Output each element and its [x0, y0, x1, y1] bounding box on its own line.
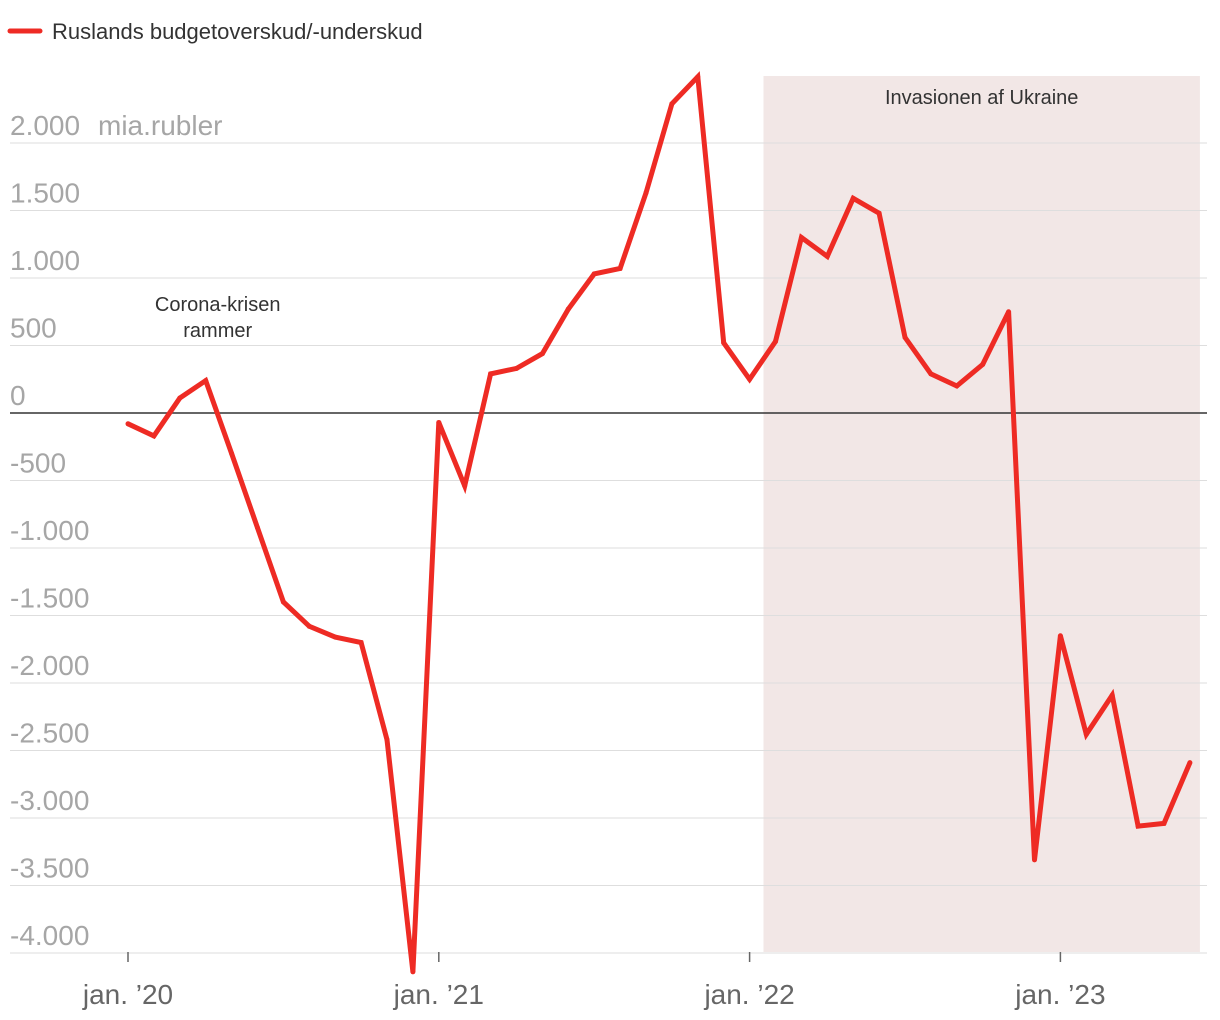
invasion-shaded-region	[763, 76, 1200, 952]
y-tick-label: -4.000	[10, 920, 89, 951]
y-tick-label: -500	[10, 448, 66, 479]
x-tick-label: jan. ’20	[82, 979, 173, 1010]
grid-lines	[10, 142, 1207, 954]
legend-label: Ruslands budgetoverskud/-underskud	[52, 19, 423, 44]
y-tick-label: -3.000	[10, 785, 89, 816]
corona-annotation-line-1: Corona-krisen	[155, 294, 281, 316]
y-tick-label: -1.500	[10, 583, 89, 614]
corona-annotation-line-2: rammer	[183, 320, 252, 342]
x-tick-label: jan. ’21	[393, 979, 484, 1010]
invasion-label: Invasionen af Ukraine	[885, 87, 1078, 109]
y-tick-label: 1.000	[10, 245, 80, 276]
y-tick-label: -2.500	[10, 718, 89, 749]
x-axis-ticks: jan. ’20 jan. ’21 jan. ’22 jan. ’23	[82, 952, 1106, 1010]
y-axis-unit: mia.rubler	[98, 110, 222, 141]
y-tick-label: -1.000	[10, 515, 89, 546]
y-tick-label: 2.000	[10, 110, 80, 141]
y-tick-label: 1.500	[10, 178, 80, 209]
y-axis-ticks: 2.000 1.500 1.000 500 0 -500 -1.000 -1.500 -2.00…	[10, 110, 89, 951]
x-tick-label: jan. ’23	[1014, 979, 1105, 1010]
y-tick-label: -2.000	[10, 650, 89, 681]
series-line	[126, 71, 1193, 973]
y-tick-label: 0	[10, 380, 26, 411]
y-tick-label: 500	[10, 313, 57, 344]
x-tick-label: jan. ’22	[703, 979, 794, 1010]
y-tick-label: -3.500	[10, 853, 89, 884]
